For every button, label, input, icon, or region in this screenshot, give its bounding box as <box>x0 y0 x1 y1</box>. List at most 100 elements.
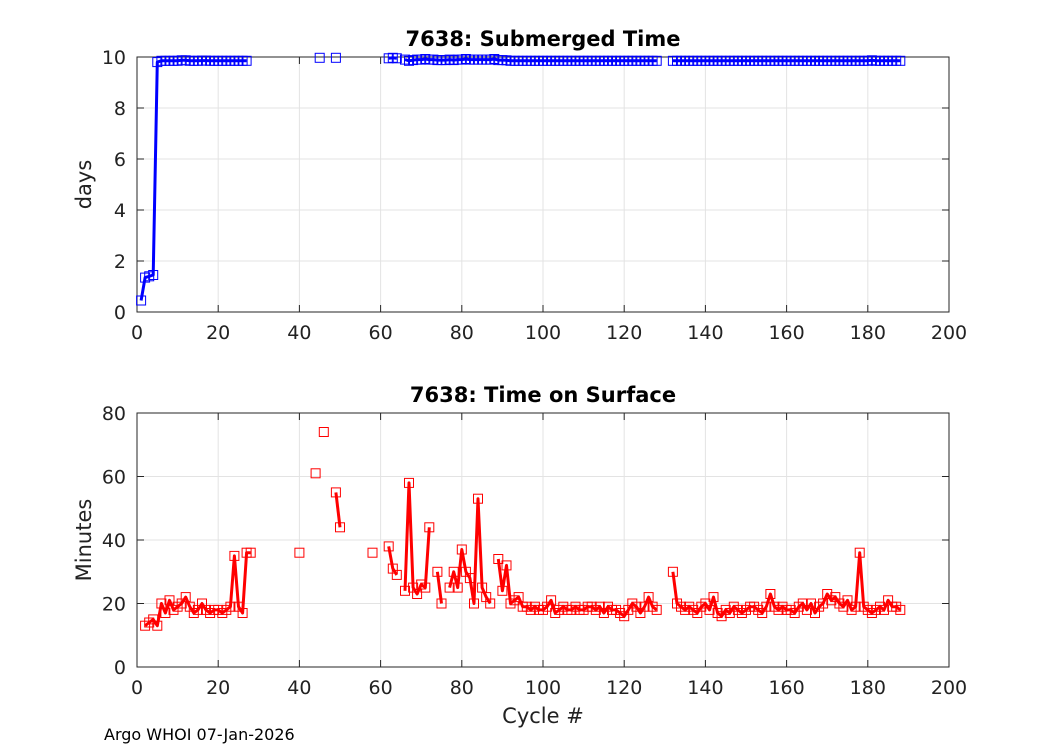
data-point-marker <box>436 598 447 609</box>
data-point-marker <box>367 547 378 558</box>
y-tick-label: 0 <box>114 657 126 679</box>
series-line <box>448 497 492 605</box>
y-tick-label: 10 <box>102 47 126 69</box>
y-tick-label: 4 <box>114 200 126 222</box>
data-point-marker <box>432 566 443 577</box>
y-tick-label: 8 <box>114 98 126 120</box>
data-point-marker <box>643 592 654 603</box>
x-tick-label: 180 <box>850 677 886 699</box>
data-point-marker <box>493 554 504 564</box>
data-point-marker <box>895 604 906 615</box>
chart-panel-2: 0 20 40 60 80 100 120 140 160 180 200 0 20 40 60 80 7638… <box>72 383 967 728</box>
y-tick-label: 0 <box>114 302 126 324</box>
x-tick-label: 0 <box>131 677 143 699</box>
x-tick-label: 0 <box>131 322 143 344</box>
data-point-marker <box>420 582 431 593</box>
x-axis-label: Cycle # <box>502 704 584 728</box>
data-point-marker <box>148 270 159 280</box>
x-tick-label: 180 <box>850 322 886 344</box>
data-point-marker <box>160 608 171 618</box>
data-point-marker <box>335 522 345 533</box>
x-tick-label: 120 <box>606 322 642 344</box>
y-tick-label: 60 <box>102 467 126 489</box>
data-point-marker <box>708 592 719 603</box>
data-point-marker <box>330 52 341 63</box>
x-tick-label: 80 <box>450 677 474 699</box>
y-tick-label: 20 <box>102 594 126 616</box>
data-point-marker <box>152 620 163 631</box>
data-point-marker <box>314 52 325 63</box>
data-point-marker <box>546 595 557 606</box>
x-tick-label: 80 <box>450 322 474 344</box>
x-tick-label: 100 <box>525 677 561 699</box>
x-tick-label: 140 <box>687 677 723 699</box>
data-point-marker <box>225 601 236 612</box>
series-line <box>496 558 658 618</box>
data-point-marker <box>501 560 512 571</box>
x-tick-label: 60 <box>369 677 393 699</box>
data-point-marker <box>400 585 410 596</box>
data-point-marker <box>294 547 305 558</box>
x-tick-label: 40 <box>287 322 311 344</box>
series-line <box>334 492 342 528</box>
data-point-marker <box>383 541 394 552</box>
data-point-marker <box>448 566 459 577</box>
data-point-marker <box>424 522 435 533</box>
data-point-marker <box>180 592 191 603</box>
data-point-marker <box>765 589 776 599</box>
data-point-marker <box>473 493 483 504</box>
data-point-marker <box>497 585 508 596</box>
data-point-marker <box>330 487 341 498</box>
x-tick-label: 200 <box>931 322 967 344</box>
y-axis-label: Minutes <box>72 499 96 582</box>
data-point-marker <box>854 547 865 558</box>
data-point-marker <box>704 604 715 615</box>
data-point-marker <box>456 544 467 555</box>
footer-credit: Argo WHOI 07-Jan-2026 <box>104 725 295 744</box>
series-line <box>403 481 431 596</box>
y-tick-label: 2 <box>114 251 126 273</box>
data-point-marker <box>245 547 256 558</box>
data-point-marker <box>842 595 853 606</box>
y-axis-label: days <box>72 160 96 210</box>
data-point-marker <box>895 55 906 66</box>
data-point-marker <box>237 608 248 618</box>
x-tick-label: 160 <box>768 677 804 699</box>
y-tick-label: 40 <box>102 530 126 552</box>
data-point-marker <box>452 582 463 593</box>
series-line <box>435 571 443 604</box>
y-tick-label: 6 <box>114 149 126 171</box>
chart-panel-1: 0 20 40 60 80 100 120 140 160 180 200 0 2 4 6 8 10 7638: … <box>72 27 967 344</box>
data-point-marker <box>651 604 662 615</box>
data-point-marker <box>464 573 475 584</box>
x-tick-label: 60 <box>369 322 393 344</box>
data-point-marker <box>879 604 889 615</box>
data-point-marker <box>639 601 650 612</box>
x-tick-label: 120 <box>606 677 642 699</box>
y-tick-label: 80 <box>102 403 126 425</box>
x-tick-label: 100 <box>525 322 561 344</box>
x-tick-label: 20 <box>206 322 230 344</box>
data-point-marker <box>310 468 321 479</box>
data-point-marker <box>485 598 496 609</box>
data-point-marker <box>761 601 772 612</box>
data-point-marker <box>241 55 252 66</box>
data-point-marker <box>850 601 861 612</box>
data-point-marker <box>404 477 414 488</box>
data-point-marker <box>391 569 402 580</box>
chart-title: 7638: Time on Surface <box>410 383 676 407</box>
x-tick-label: 140 <box>687 322 723 344</box>
data-point-marker <box>513 592 524 603</box>
data-point-marker <box>444 582 455 593</box>
data-point-marker <box>318 427 329 437</box>
x-tick-label: 20 <box>206 677 230 699</box>
x-tick-label: 160 <box>768 322 804 344</box>
chart-title: 7638: Submerged Time <box>405 27 680 51</box>
data-point-marker <box>469 598 479 609</box>
series-line <box>139 58 247 301</box>
x-tick-label: 200 <box>931 677 967 699</box>
data-point-marker <box>136 295 147 306</box>
data-point-marker <box>651 55 662 66</box>
data-point-marker <box>164 595 175 606</box>
